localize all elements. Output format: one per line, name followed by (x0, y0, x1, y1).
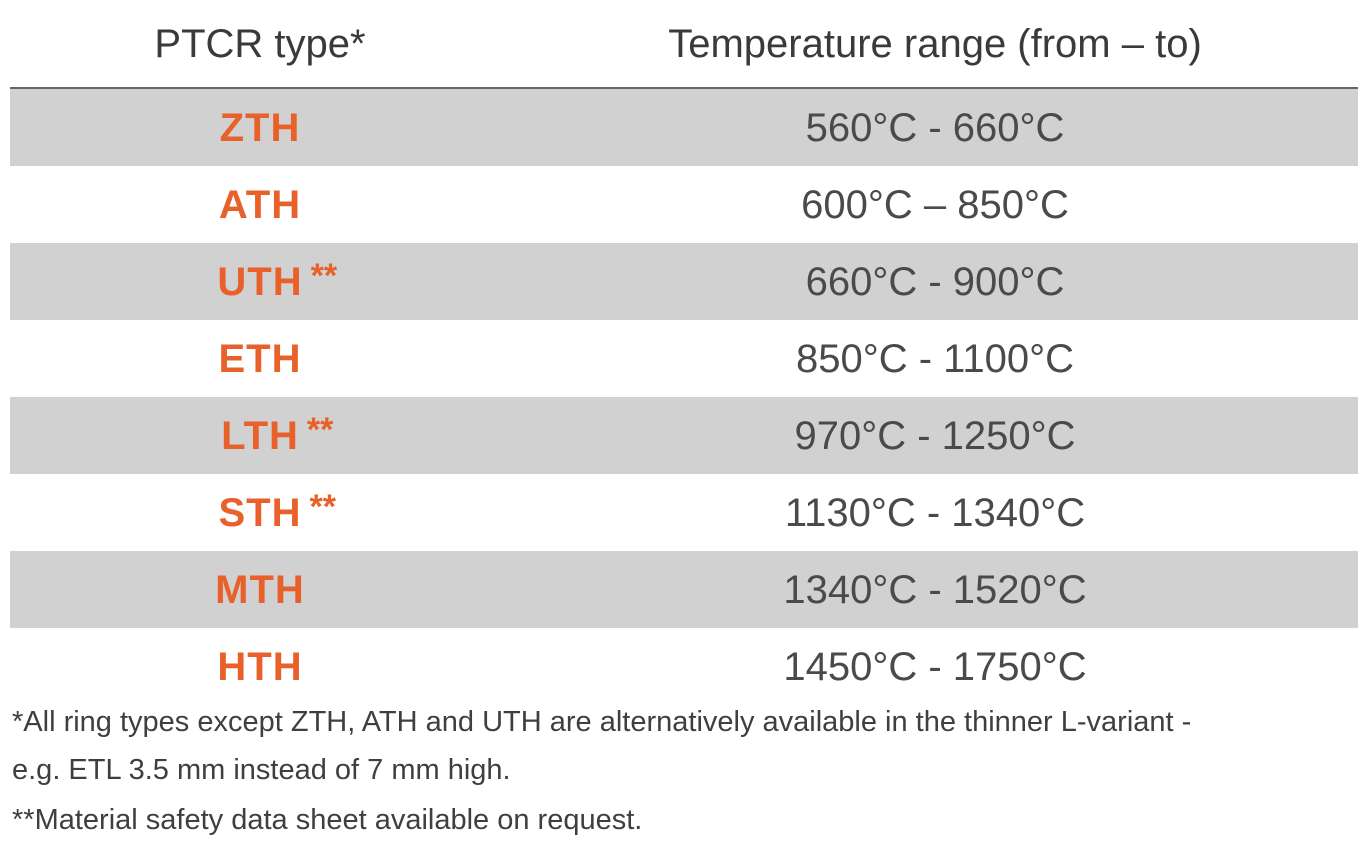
table-row (10, 551, 1358, 628)
table-row (10, 89, 1358, 166)
temperature-range: 1130°C - 1340°C (784, 491, 1086, 535)
table-row (10, 474, 1358, 551)
footnote-marker: ** (309, 488, 336, 526)
table-row (10, 166, 1358, 243)
column-header: PTCR type* (154, 22, 366, 66)
ptcr-type: ZTH (219, 106, 301, 150)
ptcr-type: ETH (218, 337, 302, 381)
temperature-range: 600°C – 850°C (801, 183, 1069, 227)
footnote-marker: ** (306, 411, 334, 449)
temperature-range: 560°C - 660°C (805, 106, 1065, 150)
ptcr-type: MTH (215, 568, 305, 612)
footnote-line: *All ring types except ZTH, ATH and UTH … (12, 706, 1192, 738)
temperature-range: 1340°C - 1520°C (783, 568, 1087, 612)
footnote-line: e.g. ETL 3.5 mm instead of 7 mm high. (12, 754, 511, 786)
temperature-range: 660°C - 900°C (805, 260, 1065, 304)
temperature-range: 850°C - 1100°C (795, 337, 1075, 381)
ptcr-type: UTH (217, 260, 303, 304)
temperature-range: 1450°C - 1750°C (783, 645, 1087, 689)
table-row (10, 320, 1358, 397)
ptcr-type: LTH (221, 414, 299, 458)
footnote-marker: ** (310, 257, 338, 295)
footnote-line: **Material safety data sheet available o… (12, 804, 643, 836)
table-row (10, 397, 1358, 474)
ptcr-type: ATH (218, 183, 302, 227)
header-rule (10, 87, 1358, 89)
table-row (10, 243, 1358, 320)
ptcr-type: HTH (217, 645, 303, 689)
column-header: Temperature range (from – to) (668, 22, 1202, 66)
ptcr-type: STH (218, 491, 302, 535)
table-row (10, 628, 1358, 705)
temperature-range: 970°C - 1250°C (794, 414, 1076, 458)
